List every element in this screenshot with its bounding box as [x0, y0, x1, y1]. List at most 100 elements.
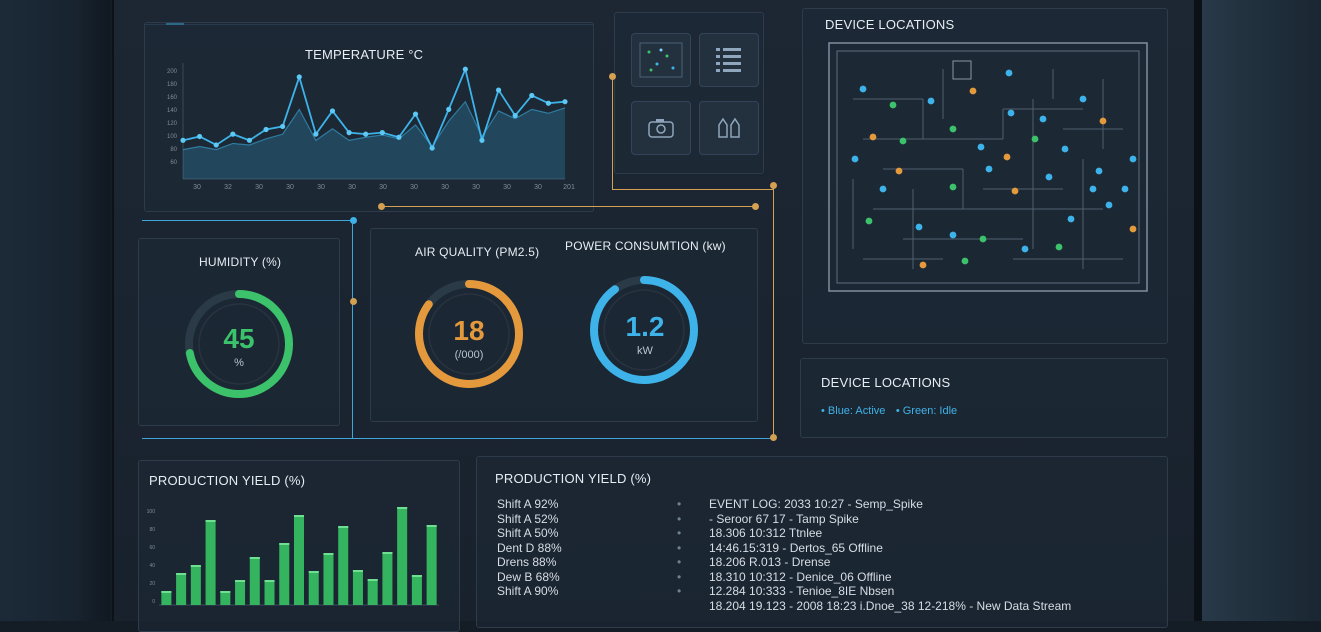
temperature-point [346, 130, 352, 136]
device-marker [851, 155, 859, 163]
production-log-panel: PRODUCTION YIELD (%) Shift A 92% Shift A … [476, 456, 1168, 628]
device-marker [1129, 155, 1137, 163]
device-marker [1079, 95, 1087, 103]
device-marker [1061, 145, 1069, 153]
temperature-point [280, 123, 286, 130]
map-tile[interactable] [631, 33, 691, 87]
device-marker [961, 257, 969, 265]
device-marker [889, 101, 897, 109]
production-bar [190, 565, 201, 605]
humidity-gauge-inner-ring [198, 303, 280, 385]
production-bar [397, 507, 408, 605]
camera-tile[interactable] [631, 101, 691, 155]
temperature-point [363, 131, 369, 137]
shift-list: Shift A 92% Shift A 52% Shift A 50% Dent D … [497, 497, 562, 599]
production-bar-cap [426, 525, 437, 527]
event-row: 14:46.15:319 - Dertos_65 Offline [709, 540, 883, 555]
device-marker [919, 261, 927, 269]
connector-line [142, 220, 354, 221]
row-bullet: • [677, 555, 682, 569]
event-log: EVENT LOG: 2033 10:27 - Semp_Spike - Sero… [709, 497, 1071, 613]
production-bar [308, 571, 319, 605]
event-row: - Seroor 67 17 - Tamp Spike [709, 511, 859, 526]
temperature-point [180, 137, 186, 143]
x-tick-label: 30 [441, 184, 449, 191]
production-bar [235, 580, 246, 605]
production-bar [411, 575, 422, 605]
dashboard-screen: TEMPERATURE °C 200 180 160 140 120 100 80 60 30 3… [112, 0, 1202, 632]
y-tick-label: 120 [167, 121, 178, 127]
temperature-point [379, 130, 385, 136]
production-bar [161, 591, 172, 605]
production-bar [382, 552, 393, 605]
temperature-point [545, 100, 551, 106]
event-row: 18.206 R.013 - Drense [709, 555, 831, 569]
device-marker [949, 125, 957, 133]
device-marker [1031, 135, 1039, 143]
production-bar [220, 591, 231, 605]
device-marker [1089, 185, 1097, 193]
temperature-point [396, 134, 402, 140]
device-marker [979, 235, 987, 243]
x-tick-label: 30 [503, 184, 511, 191]
temperature-point [412, 111, 419, 117]
row-bullet: • [677, 511, 682, 526]
x-tick-label: 30 [193, 184, 201, 191]
device-marker [1129, 225, 1137, 233]
device-marker [1005, 69, 1013, 77]
device-marker [1011, 187, 1019, 195]
production-bar-cap [205, 520, 216, 522]
x-tick-label: 30 [410, 184, 418, 191]
device-marker [1045, 173, 1053, 181]
list-icon [716, 48, 741, 72]
temperature-point [529, 92, 535, 99]
production-bar-cap [279, 543, 290, 545]
bar-y-tick-label: 80 [149, 527, 155, 533]
temperature-point [313, 131, 319, 137]
device-marker [1105, 201, 1113, 209]
x-tick-label: 30 [317, 184, 325, 191]
device-marker [895, 167, 903, 175]
event-row: 18.310 10:312 - Denice_06 Offline [709, 569, 892, 584]
device-marker [1095, 167, 1103, 175]
sensors-icon [718, 117, 740, 138]
temperature-point [213, 142, 219, 148]
production-bar [323, 553, 334, 605]
production-bar-cap [323, 553, 334, 555]
legend-active: • Blue: Active [821, 405, 886, 417]
production-bar [176, 573, 187, 605]
y-tick-label: 180 [167, 82, 178, 88]
humidity-gauge [185, 290, 293, 398]
map-frame-outer [828, 42, 1148, 292]
row-bullet: • [677, 540, 682, 555]
device-legend-title: DEVICE LOCATIONS [821, 375, 951, 390]
power-gauge-fill [590, 276, 698, 384]
y-tick-label: 140 [167, 108, 178, 114]
connector-node [770, 182, 777, 189]
device-marker [1021, 245, 1029, 253]
list-tile[interactable] [699, 33, 759, 87]
temperature-point [230, 131, 236, 137]
x-tick-label: 30 [255, 184, 263, 191]
bar-y-tick-label: 0 [152, 599, 155, 605]
production-bar-cap [397, 507, 408, 509]
production-bar-cap [264, 580, 275, 582]
temperature-point [263, 126, 269, 133]
production-chart-panel: PRODUCTION YIELD (%) 100 80 60 40 20 0 [138, 460, 460, 632]
device-marker [865, 217, 873, 225]
connector-node [350, 217, 357, 224]
device-map-panel: DEVICE LOCATIONS [802, 8, 1168, 344]
event-row: EVENT LOG: 2033 10:27 - Semp_Spike [709, 497, 923, 511]
air-quality-gauge [415, 280, 523, 388]
temperature-point [562, 99, 568, 105]
temperature-point [329, 108, 336, 114]
temperature-area [183, 101, 565, 179]
map-frame-inner [836, 50, 1140, 284]
scatter-map-icon [639, 42, 683, 78]
row-bullet: • [677, 569, 682, 584]
row-bullet: • [677, 526, 682, 540]
temperature-title: TEMPERATURE °C [305, 47, 424, 62]
production-bar [205, 520, 216, 605]
production-bar-cap [367, 579, 378, 581]
sensors-tile[interactable] [699, 101, 759, 155]
